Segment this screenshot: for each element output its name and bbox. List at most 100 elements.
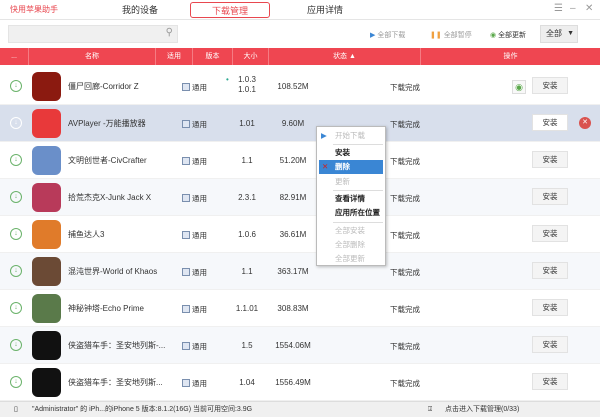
app-size: 108.52M: [277, 82, 309, 91]
table-row[interactable]: ↓ 混沌世界-World of Khaos 通用 1.1 363.17M 下载完…: [0, 253, 600, 290]
device-icon: [182, 268, 190, 276]
menu-update[interactable]: 更新: [335, 177, 350, 186]
download-circle-icon[interactable]: ↓: [10, 228, 22, 240]
download-manager-link[interactable]: 点击进入下载管理(0/33): [445, 406, 520, 413]
table-row[interactable]: ↓ AVPlayer -万能播放器 通用 1.01 9.60M 下载完成 安装 …: [0, 105, 600, 142]
col-status[interactable]: 状态 ▲: [268, 48, 420, 65]
tab-my-device[interactable]: 我的设备: [121, 5, 158, 15]
filter-value: 全部: [546, 29, 562, 38]
version-label: 1.04: [239, 378, 255, 387]
app-name: 捕鱼达人3: [68, 220, 176, 249]
col-action[interactable]: 操作: [420, 48, 600, 65]
update-all-button[interactable]: ◉ 全部更新: [490, 32, 527, 39]
tab-app-details[interactable]: 应用详情: [306, 5, 343, 15]
app-version: 1.0.6: [222, 230, 272, 239]
menu-label: 删除: [335, 162, 350, 171]
install-button[interactable]: 安装: [532, 188, 568, 205]
install-button[interactable]: 安装: [532, 114, 568, 131]
download-circle-icon[interactable]: ↓: [10, 191, 22, 203]
col-compat[interactable]: 适用: [155, 48, 192, 65]
update-check-icon[interactable]: ◉: [512, 80, 526, 94]
chevron-down-icon: ▼: [567, 30, 574, 37]
phone-icon: ▯: [14, 406, 18, 413]
minimize-icon[interactable]: –: [570, 3, 576, 14]
divider: [333, 144, 383, 145]
table-row[interactable]: ↓ 神秘钟塔-Echo Prime 通用 1.1.01 308.83M 下载完成…: [0, 290, 600, 327]
status-bar: ▯ "Administrator" 的 iPh...的iPhone 5 版本:8…: [0, 401, 600, 417]
menu-delete-all[interactable]: 全部删除: [335, 240, 365, 249]
pause-all-button[interactable]: ❚❚ 全部暂停: [430, 32, 472, 39]
download-all-button[interactable]: ▶ 全部下载: [370, 32, 406, 39]
app-version: 1.04: [222, 378, 272, 387]
search-icon[interactable]: ⚲: [165, 27, 173, 38]
divider: [333, 190, 383, 191]
device-icon: [182, 379, 190, 387]
app-size: 363.17M: [277, 267, 309, 276]
download-status: 下载完成: [390, 305, 420, 314]
compat-label: 通用: [192, 83, 207, 92]
download-circle-icon[interactable]: ↓: [10, 376, 22, 388]
play-icon: ▶: [321, 131, 327, 140]
app-version: 1.01: [222, 119, 272, 128]
install-button[interactable]: 安装: [532, 77, 568, 94]
app-version: • 1.0.3 1.0.1: [222, 75, 272, 94]
install-button[interactable]: 安装: [532, 262, 568, 279]
download-circle-icon[interactable]: ↓: [10, 117, 22, 129]
version-label: 1.1: [241, 267, 253, 276]
download-circle-icon[interactable]: ↓: [10, 302, 22, 314]
app-icon: [32, 183, 61, 212]
filter-select[interactable]: 全部 ▼: [540, 25, 578, 43]
app-name-text: 僵尸回廊-Corridor Z: [68, 81, 139, 91]
remove-icon[interactable]: ✕: [579, 117, 591, 129]
compat-badge: 通用: [182, 267, 207, 278]
menu-view-details[interactable]: 查看详情: [335, 194, 365, 203]
device-icon: [182, 157, 190, 165]
table-row[interactable]: ↓ 捕鱼达人3 通用 1.0.6 36.61M 下载完成 安装: [0, 216, 600, 253]
table-row[interactable]: ↓ 僵尸回廊-Corridor Z 通用 • 1.0.3 1.0.1 108.52M…: [0, 68, 600, 105]
app-icon: [32, 109, 61, 138]
compat-badge: 通用: [182, 230, 207, 241]
new-version: 1.0.1: [238, 85, 256, 94]
table-row[interactable]: ↓ 侠盗猎车手：圣安地列斯... 通用 1.04 1556.49M 下载完成 安…: [0, 364, 600, 401]
app-size: 1556.49M: [275, 378, 311, 387]
table-row[interactable]: ↓ 拾荒杰克X-Junk Jack X 通用 2.3.1 82.91M 下载完成…: [0, 179, 600, 216]
menu-start-download[interactable]: ▶ 开始下载: [317, 129, 385, 143]
tab-download-manager[interactable]: 下载管理: [190, 2, 270, 18]
col-version[interactable]: 版本: [192, 48, 232, 65]
device-icon: [182, 305, 190, 313]
download-circle-icon[interactable]: ↓: [10, 154, 22, 166]
menu-install-all[interactable]: 全部安装: [335, 226, 365, 235]
app-name: 僵尸回廊-Corridor Z: [68, 72, 176, 101]
install-button[interactable]: 安装: [532, 299, 568, 316]
download-circle-icon[interactable]: ↓: [10, 265, 22, 277]
table-row[interactable]: ↓ 侠盗猎车手：圣安地列斯-... 通用 1.5 1554.06M 下载完成 安…: [0, 327, 600, 364]
menu-install[interactable]: 安装: [335, 148, 350, 157]
install-button[interactable]: 安装: [532, 373, 568, 390]
app-size: 36.61M: [279, 230, 307, 239]
menu-open-location[interactable]: 应用所在位置: [335, 208, 380, 217]
device-icon: [182, 120, 190, 128]
compat-badge: 通用: [182, 82, 207, 93]
menu-delete[interactable]: ✕ 删除: [319, 160, 383, 174]
table-row[interactable]: ↓ 文明创世者-CivCrafter 通用 1.1 51.20M 下载完成 安装: [0, 142, 600, 179]
col-check[interactable]: ...: [11, 53, 17, 60]
close-icon[interactable]: ✕: [585, 3, 594, 14]
download-circle-icon[interactable]: ↓: [10, 80, 22, 92]
app-version: 1.1: [222, 267, 272, 276]
install-button[interactable]: 安装: [532, 336, 568, 353]
menu-icon[interactable]: ☰: [554, 3, 563, 14]
install-button[interactable]: 安装: [532, 151, 568, 168]
app-name-text: 混沌世界-World of Khaos: [68, 266, 158, 276]
download-circle-icon[interactable]: ↓: [10, 339, 22, 351]
col-size[interactable]: 大小: [232, 48, 268, 65]
install-button[interactable]: 安装: [532, 225, 568, 242]
col-name[interactable]: 名称: [28, 48, 155, 65]
update-dot-icon: •: [226, 75, 229, 84]
menu-update-all[interactable]: 全部更新: [335, 254, 365, 263]
compat-badge: 通用: [182, 378, 207, 389]
app-icon: [32, 331, 61, 360]
device-icon: [182, 83, 190, 91]
search-input[interactable]: ⚲: [8, 25, 178, 43]
compat-badge: 通用: [182, 304, 207, 315]
context-menu: ▶ 开始下载 安装 ✕ 删除 更新 查看详情 应用所在位置 全部安装 全部删除 全部…: [316, 126, 386, 266]
